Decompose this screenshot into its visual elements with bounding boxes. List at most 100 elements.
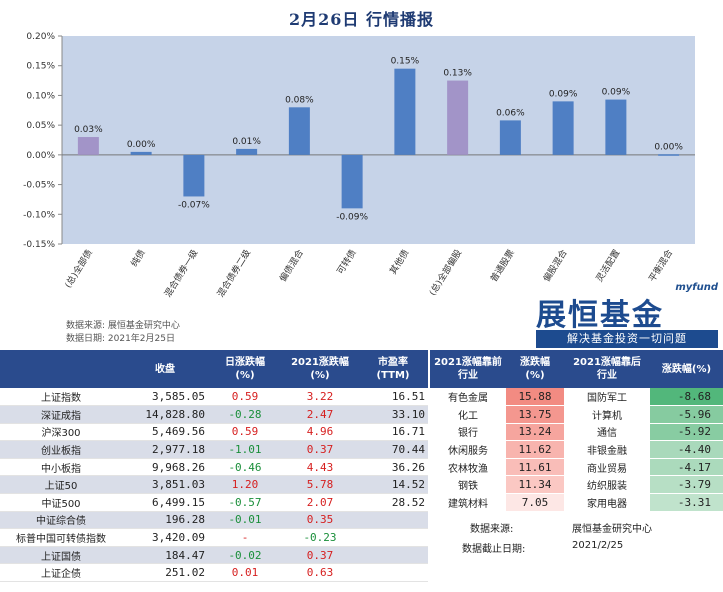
category-label: 平衡混合 (646, 247, 675, 284)
footer-date-value: 2021/2/25 (572, 540, 624, 551)
top-industry-change: 13.75 (506, 405, 564, 424)
index-pe: 36.26 (358, 458, 428, 477)
index-table-header (0, 350, 122, 388)
bar (236, 148, 258, 155)
bar (130, 151, 152, 155)
category-label: 其他债 (387, 247, 411, 276)
table-row: 中证综合债 196.28 -0.01 0.35 (0, 511, 428, 530)
index-ytd-change: 4.96 (282, 423, 358, 442)
index-close: 5,469.56 (122, 423, 208, 442)
y-tick-label: 0.10% (26, 91, 55, 101)
data-label: 0.15% (391, 57, 420, 67)
index-close: 196.28 (122, 511, 208, 530)
index-close: 251.02 (122, 563, 208, 583)
bottom-industry-name: 计算机 (564, 405, 650, 424)
top-industry-name: 有色金属 (430, 388, 506, 407)
index-name: 上证指数 (0, 388, 122, 407)
bottom-industry-name: 国防军工 (564, 388, 650, 407)
index-ytd-change: 0.37 (282, 440, 358, 459)
y-tick-label: 0.00% (26, 151, 55, 161)
index-day-change: -0.01 (208, 511, 282, 530)
y-tick-label: 0.15% (26, 62, 55, 72)
bottom-industry-name: 商业贸易 (564, 458, 650, 477)
index-day-change: 0.01 (208, 563, 282, 583)
table-row: 休闲服务 11.62 非银金融 -4.40 (430, 440, 723, 459)
bottom-industry-change: -5.92 (650, 423, 723, 442)
category-label: (总)全部债 (62, 247, 95, 290)
y-tick-label: -0.10% (23, 210, 55, 220)
y-tick-label: -0.15% (23, 240, 55, 250)
brand-tagline: 解决基金投资一切问题 (536, 330, 718, 348)
index-table-header: 市盈率 (TTM) (358, 350, 428, 388)
bar (394, 68, 416, 155)
index-pe: 14.52 (358, 475, 428, 495)
bottom-industry-name: 家用电器 (564, 493, 650, 512)
index-name: 中证500 (0, 493, 122, 512)
data-label: 0.06% (496, 108, 525, 118)
data-label: -0.07% (178, 200, 210, 210)
table-row: 上证国债 184.47 -0.02 0.37 (0, 546, 428, 565)
index-pe (358, 528, 428, 547)
footer-source-label: 数据来源: (470, 524, 514, 535)
table-row: 标普中国可转债指数 3,420.09- -0.23 (0, 528, 428, 547)
index-day-change: -1.01 (208, 440, 282, 459)
index-ytd-change: 0.63 (282, 563, 358, 583)
index-table-header: 日涨跌幅 (%) (208, 350, 282, 388)
data-label: 0.03% (74, 125, 103, 135)
y-tick-label: -0.05% (23, 181, 55, 191)
index-day-change: - (208, 528, 282, 547)
data-label: 0.08% (285, 95, 314, 105)
table-row: 银行 13.24 通信 -5.92 (430, 423, 723, 442)
category-label: 混合债券一级 (162, 247, 201, 299)
index-close: 3,420.09 (122, 528, 208, 547)
index-ytd-change: 2.47 (282, 405, 358, 424)
bar (447, 80, 469, 155)
top-industry-change: 15.88 (506, 388, 564, 407)
index-name: 深证成指 (0, 405, 122, 424)
index-pe: 16.71 (358, 423, 428, 442)
index-day-change: -0.02 (208, 546, 282, 565)
index-ytd-change: 0.37 (282, 546, 358, 565)
index-ytd-change: 3.22 (282, 388, 358, 407)
index-day-change: 0.59 (208, 423, 282, 442)
bottom-industry-change: -4.17 (650, 458, 723, 477)
index-day-change: -0.28 (208, 405, 282, 424)
index-ytd-change: 0.35 (282, 511, 358, 530)
bar (341, 154, 363, 209)
brand-logo: myfund 展恒基金 解决基金投资一切问题 (532, 282, 722, 350)
table-row: 上证企债 251.02 0.01 0.63 (0, 563, 428, 583)
industry-table: 2021涨幅靠前 行业 涨跌幅 (%) 2021涨幅靠后 行业 涨跌幅(%) 有色金属… (430, 350, 723, 512)
index-name: 中小板指 (0, 458, 122, 477)
bar (183, 154, 205, 197)
table-row: 农林牧渔 11.61 商业贸易 -4.17 (430, 458, 723, 477)
bar (605, 99, 627, 155)
top-industry-change: 7.05 (506, 493, 564, 512)
index-ytd-change: 4.43 (282, 458, 358, 477)
industry-table-header: 2021涨幅靠前 行业 (430, 350, 506, 388)
bottom-industry-change: -3.31 (650, 493, 723, 512)
index-table-header: 2021涨跌幅 (%) (282, 350, 358, 388)
index-day-change: -0.57 (208, 493, 282, 512)
bar (658, 154, 680, 156)
bottom-industry-change: -5.96 (650, 405, 723, 424)
table-row: 有色金属 15.88 国防军工 -8.68 (430, 388, 723, 407)
index-pe (358, 511, 428, 530)
index-table: 收盘 日涨跌幅 (%) 2021涨跌幅 (%) 市盈率 (TTM) 上证指数 3,585… (0, 350, 428, 583)
index-pe (358, 563, 428, 583)
top-industry-name: 银行 (430, 423, 506, 442)
category-label: 偏股混合 (540, 247, 569, 284)
top-industry-name: 农林牧渔 (430, 458, 506, 477)
bottom-industry-name: 纺织服装 (564, 475, 650, 495)
bar (499, 120, 521, 155)
index-name: 上证国债 (0, 546, 122, 565)
index-close: 2,977.18 (122, 440, 208, 459)
index-name: 上证50 (0, 475, 122, 495)
category-label: 可转债 (334, 247, 358, 276)
category-label: 灵活配置 (593, 247, 622, 284)
table-row: 深证成指 14,828.80 -0.28 2.47 33.10 (0, 405, 428, 424)
top-industry-name: 化工 (430, 405, 506, 424)
index-name: 上证企债 (0, 563, 122, 583)
index-day-change: 0.59 (208, 388, 282, 407)
category-label: 普通股票 (488, 247, 517, 284)
bar (552, 101, 574, 155)
